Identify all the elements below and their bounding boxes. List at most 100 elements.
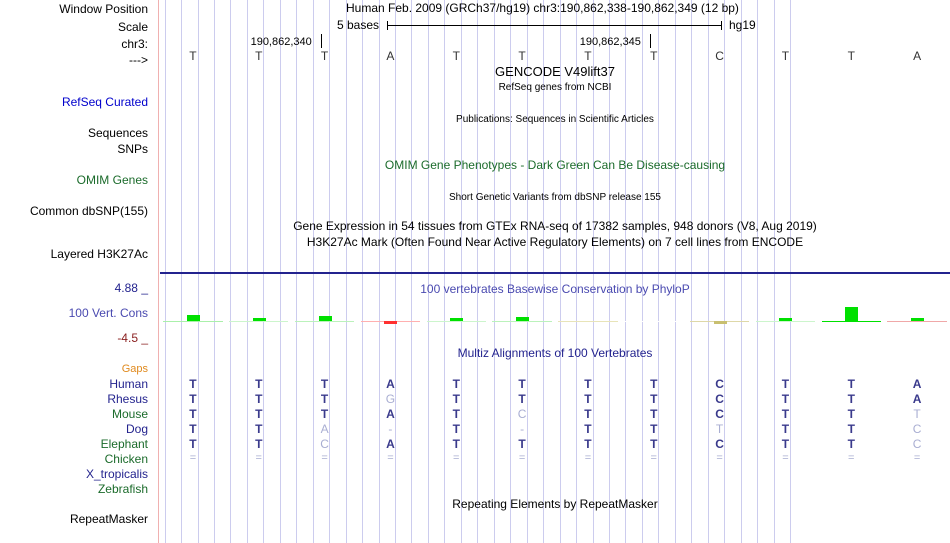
track-title-phylop[interactable]: 100 vertebrates Basewise Conservation by… <box>420 282 690 296</box>
multiz-base-letter[interactable]: T <box>781 392 790 406</box>
sidebar-item-window-position[interactable]: Window Position <box>59 2 148 16</box>
multiz-base-letter[interactable]: T <box>518 392 526 406</box>
sidebar-item-chrom[interactable]: chr3: <box>121 37 148 51</box>
multiz-gap-marker[interactable]: = <box>782 452 789 464</box>
multiz-base-letter[interactable]: C <box>517 407 527 421</box>
sidebar-item-chicken[interactable]: Chicken <box>104 452 148 466</box>
sidebar-item-snps[interactable]: SNPs <box>117 142 148 156</box>
track-title-dbsnp[interactable]: Short Genetic Variants from dbSNP releas… <box>449 192 661 203</box>
multiz-base-letter[interactable]: T <box>452 392 460 406</box>
multiz-base-letter[interactable]: T <box>781 422 790 436</box>
multiz-gap-marker[interactable]: = <box>453 452 460 464</box>
multiz-base-letter[interactable]: T <box>584 422 592 436</box>
sidebar-item-sequences[interactable]: Sequences <box>87 126 148 140</box>
multiz-base-letter[interactable]: T <box>650 377 658 391</box>
sidebar-item-layered-h3k27ac[interactable]: Layered H3K27Ac <box>50 247 148 261</box>
multiz-gap-marker[interactable]: = <box>255 452 262 464</box>
multiz-base-letter[interactable]: A <box>386 407 395 421</box>
track-title-refseq-ncbi[interactable]: RefSeq genes from NCBI <box>498 82 612 93</box>
track-title-repeatmasker[interactable]: Repeating Elements by RepeatMasker <box>452 497 658 511</box>
multiz-gap-marker[interactable]: = <box>716 452 723 464</box>
multiz-base-letter[interactable]: T <box>255 422 263 436</box>
multiz-base-letter[interactable]: T <box>847 437 855 451</box>
multiz-base-letter[interactable]: T <box>452 377 460 391</box>
sidebar-item-zebrafish[interactable]: Zebrafish <box>97 482 148 496</box>
multiz-base-letter[interactable]: T <box>584 407 592 421</box>
multiz-base-letter[interactable]: T <box>715 422 724 436</box>
conservation-bar[interactable] <box>252 318 266 321</box>
multiz-gap-marker[interactable]: = <box>189 452 197 464</box>
multiz-base-letter[interactable]: T <box>650 407 658 421</box>
sidebar-item-omim-genes[interactable]: OMIM Genes <box>76 173 148 187</box>
multiz-base-letter[interactable]: G <box>385 392 396 406</box>
track-title-h3k27ac[interactable]: H3K27Ac Mark (Often Found Near Active Re… <box>306 235 804 249</box>
multiz-gap-marker[interactable]: = <box>650 452 657 464</box>
sidebar-item-human[interactable]: Human <box>109 377 148 391</box>
conservation-bar[interactable] <box>318 316 332 321</box>
sidebar-item-common-dbsnp[interactable]: Common dbSNP(155) <box>29 204 148 218</box>
multiz-base-letter[interactable]: T <box>255 407 263 421</box>
multiz-gap-marker[interactable]: = <box>321 452 328 464</box>
multiz-base-letter[interactable]: T <box>913 407 921 421</box>
multiz-base-letter[interactable]: C <box>715 407 724 421</box>
multiz-base-letter[interactable]: T <box>781 407 790 421</box>
multiz-base-letter[interactable]: T <box>189 437 197 451</box>
multiz-base-letter[interactable]: - <box>520 422 525 436</box>
multiz-base-letter[interactable]: T <box>650 437 658 451</box>
multiz-base-letter[interactable]: - <box>388 422 393 436</box>
multiz-gap-marker[interactable]: = <box>387 452 394 464</box>
track-title-gtex[interactable]: Gene Expression in 54 tissues from GTEx … <box>293 219 817 233</box>
sidebar-item-scale[interactable]: Scale <box>117 20 148 34</box>
conservation-bar[interactable] <box>384 321 398 324</box>
multiz-base-letter[interactable]: T <box>584 392 592 406</box>
multiz-base-letter[interactable]: T <box>189 407 197 421</box>
sidebar-item-rhesus[interactable]: Rhesus <box>107 392 148 406</box>
multiz-base-letter[interactable]: A <box>912 377 922 391</box>
multiz-base-letter[interactable]: T <box>452 422 460 436</box>
multiz-base-letter[interactable]: T <box>584 377 592 391</box>
multiz-gap-marker[interactable]: = <box>518 452 526 464</box>
multiz-base-letter[interactable]: C <box>715 392 724 406</box>
multiz-base-letter[interactable]: T <box>847 392 855 406</box>
track-title-publications[interactable]: Publications: Sequences in Scientific Ar… <box>456 114 654 125</box>
sidebar-item-refseq-curated[interactable]: RefSeq Curated <box>61 95 148 109</box>
multiz-base-letter[interactable]: T <box>255 377 263 391</box>
multiz-base-letter[interactable]: T <box>650 392 658 406</box>
conservation-bar[interactable] <box>845 307 859 321</box>
sidebar-item-mouse[interactable]: Mouse <box>111 407 148 421</box>
multiz-base-letter[interactable]: T <box>189 422 197 436</box>
multiz-base-letter[interactable]: T <box>452 437 460 451</box>
multiz-base-letter[interactable]: T <box>518 377 526 391</box>
multiz-base-letter[interactable]: T <box>452 407 460 421</box>
multiz-base-letter[interactable]: C <box>715 377 724 391</box>
multiz-base-letter[interactable]: C <box>912 437 922 451</box>
multiz-base-letter[interactable]: T <box>781 437 790 451</box>
multiz-base-letter[interactable]: A <box>386 377 395 391</box>
multiz-base-letter[interactable]: T <box>189 392 197 406</box>
multiz-gap-marker[interactable]: = <box>848 452 855 464</box>
conservation-bar[interactable] <box>779 318 793 321</box>
multiz-base-letter[interactable]: T <box>320 377 329 391</box>
multiz-base-letter[interactable]: T <box>189 377 197 391</box>
conservation-bar[interactable] <box>911 318 925 321</box>
multiz-base-letter[interactable]: T <box>320 407 329 421</box>
multiz-base-letter[interactable]: T <box>255 392 263 406</box>
multiz-base-letter[interactable]: A <box>912 392 922 406</box>
conservation-bar[interactable] <box>516 317 530 321</box>
track-title-gencode[interactable]: GENCODE V49lift37 <box>495 64 615 79</box>
multiz-base-letter[interactable]: C <box>715 437 724 451</box>
conservation-bar[interactable] <box>186 315 200 321</box>
sidebar-item-strand[interactable]: ---> <box>129 53 148 67</box>
multiz-base-letter[interactable]: T <box>650 422 658 436</box>
sidebar-item-x-tropicalis[interactable]: X_tropicalis <box>85 467 148 481</box>
multiz-base-letter[interactable]: T <box>847 377 855 391</box>
conservation-bar[interactable] <box>450 318 464 321</box>
conservation-bar[interactable] <box>713 321 727 324</box>
multiz-base-letter[interactable]: T <box>255 437 263 451</box>
multiz-base-letter[interactable]: C <box>912 422 922 436</box>
multiz-base-letter[interactable]: T <box>781 377 790 391</box>
sidebar-item-gaps[interactable]: Gaps <box>121 363 148 375</box>
multiz-base-letter[interactable]: A <box>320 422 329 436</box>
multiz-base-letter[interactable]: T <box>320 392 329 406</box>
track-title-multiz[interactable]: Multiz Alignments of 100 Vertebrates <box>457 346 653 360</box>
